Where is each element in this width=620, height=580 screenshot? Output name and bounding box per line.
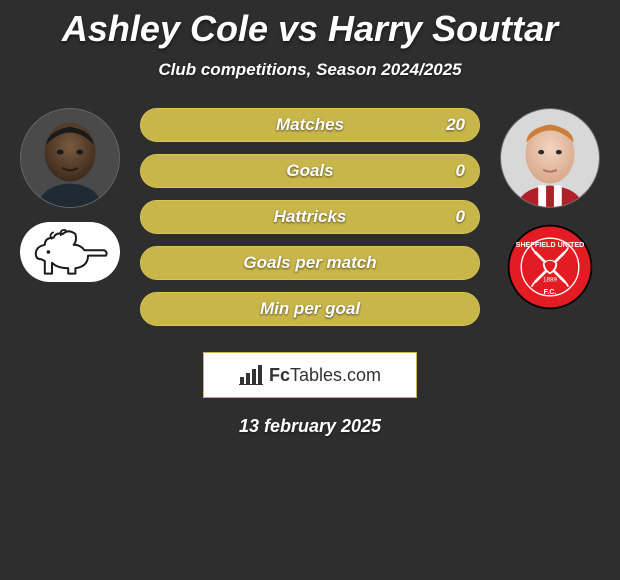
- brand-suffix: Tables.com: [290, 365, 381, 385]
- svg-text:1889: 1889: [543, 276, 558, 283]
- stat-label: Goals per match: [141, 247, 479, 279]
- page-title: Ashley Cole vs Harry Souttar: [0, 0, 620, 50]
- title-vs: vs: [268, 8, 328, 49]
- subtitle: Club competitions, Season 2024/2025: [0, 60, 620, 80]
- right-player-avatar: [500, 108, 600, 208]
- title-player-right: Harry Souttar: [328, 8, 558, 49]
- right-player-column: SHEFFIELD UNITED F.C. 1889: [490, 108, 610, 312]
- svg-text:F.C.: F.C.: [544, 287, 557, 296]
- avatar-placeholder-icon: [21, 109, 119, 207]
- stat-label: Min per goal: [141, 293, 479, 325]
- stat-label: Matches: [141, 109, 479, 141]
- stat-value-right: 20: [446, 109, 465, 141]
- stat-row: Min per goal: [140, 292, 480, 326]
- stat-value-right: 0: [456, 201, 465, 233]
- brand-box: FcTables.com: [203, 352, 417, 398]
- brand-prefix: Fc: [269, 365, 290, 385]
- stat-row: Goals0: [140, 154, 480, 188]
- bar-chart-icon: [239, 365, 263, 385]
- comparison-infographic: Ashley Cole vs Harry Souttar Club compet…: [0, 0, 620, 437]
- stat-value-right: 0: [456, 155, 465, 187]
- left-player-column: [10, 108, 130, 282]
- left-player-avatar: [20, 108, 120, 208]
- derby-ram-icon: [25, 225, 115, 279]
- date-label: 13 february 2025: [0, 416, 620, 437]
- title-player-left: Ashley Cole: [62, 8, 268, 49]
- left-club-badge: [20, 222, 120, 282]
- stat-row: Hattricks0: [140, 200, 480, 234]
- stats-bars: Matches20Goals0Hattricks0Goals per match…: [140, 108, 480, 338]
- stat-row: Matches20: [140, 108, 480, 142]
- sheffield-united-icon: SHEFFIELD UNITED F.C. 1889: [505, 222, 595, 312]
- stat-label: Hattricks: [141, 201, 479, 233]
- avatar-placeholder-icon: [501, 109, 599, 207]
- brand-text: FcTables.com: [269, 365, 381, 386]
- svg-text:SHEFFIELD UNITED: SHEFFIELD UNITED: [516, 240, 585, 249]
- comparison-body: SHEFFIELD UNITED F.C. 1889 Matches20 Goal…: [0, 108, 620, 338]
- right-club-badge: SHEFFIELD UNITED F.C. 1889: [505, 222, 595, 312]
- stat-row: Goals per match: [140, 246, 480, 280]
- stat-label: Goals: [141, 155, 479, 187]
